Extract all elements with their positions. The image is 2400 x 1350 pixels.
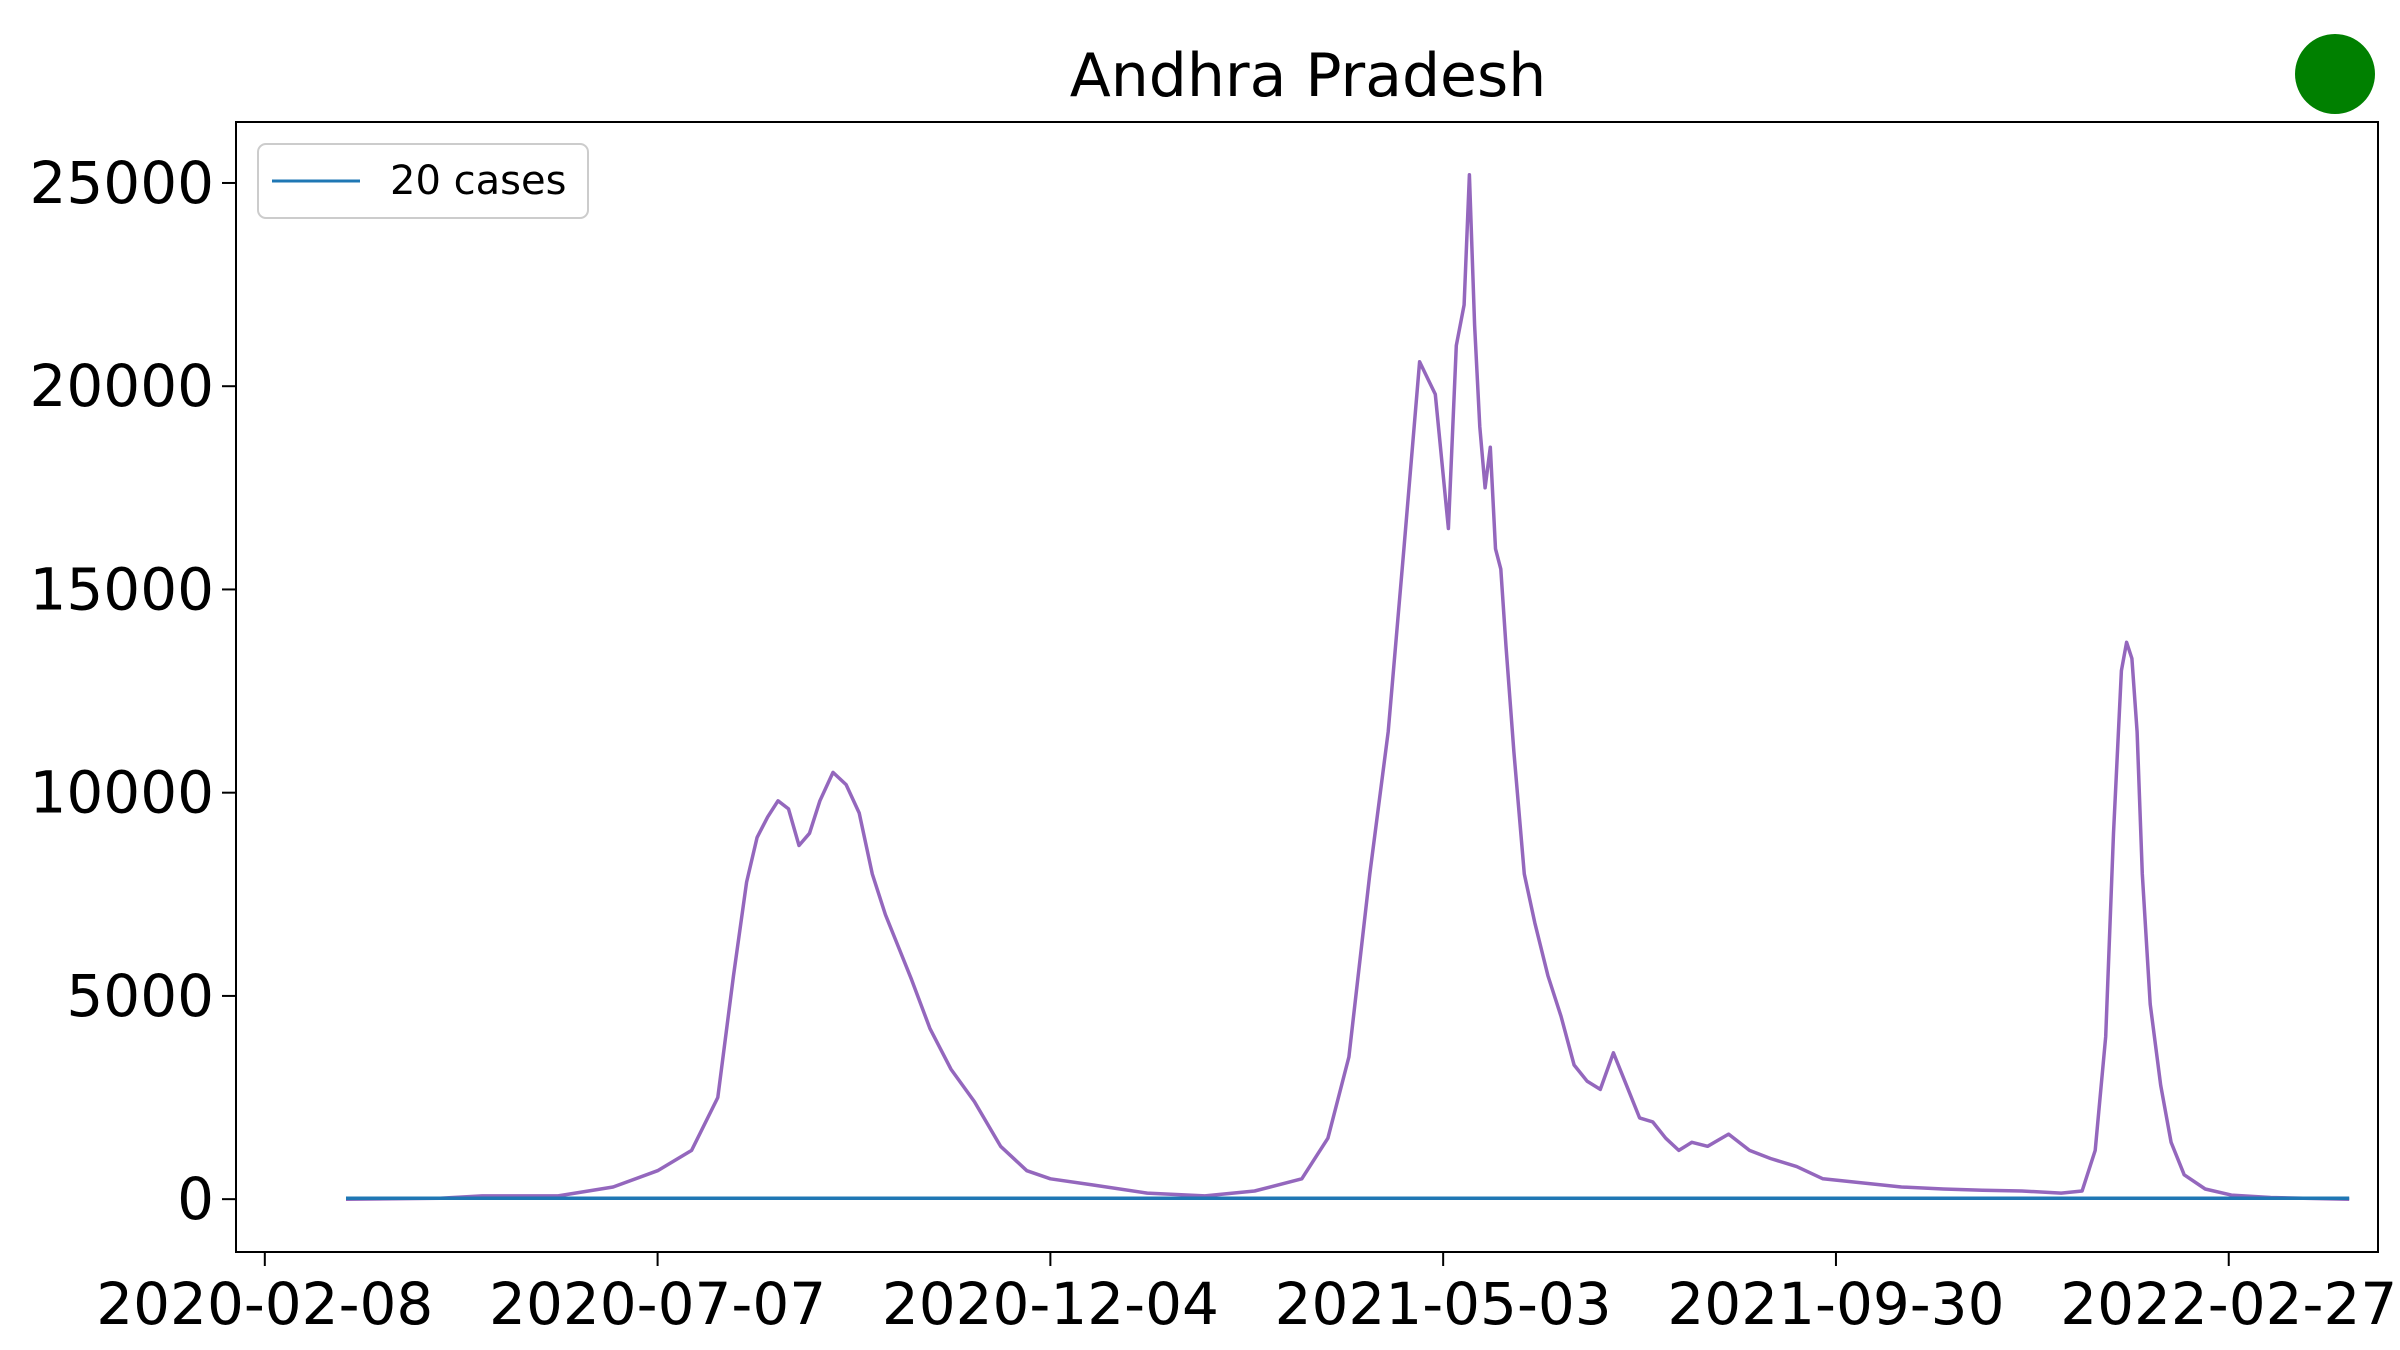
legend-label: 20 cases — [390, 158, 566, 204]
plot-area — [235, 121, 2379, 1253]
x-tick-label: 2020-07-07 — [489, 1270, 826, 1338]
x-tick-label: 2020-02-08 — [96, 1270, 433, 1338]
status-indicator — [2295, 34, 2375, 114]
x-tick-label: 2021-05-03 — [1275, 1270, 1612, 1338]
x-tick-label: 2020-12-04 — [882, 1270, 1219, 1338]
y-tick-label: 10000 — [29, 759, 214, 827]
x-axis: 2020-02-08 2020-07-07 2020-12-04 2021-05-03… — [96, 1252, 2397, 1338]
legend: 20 cases — [257, 143, 589, 219]
x-tick-label: 2022-02-27 — [2060, 1270, 2397, 1338]
legend-box — [257, 143, 589, 219]
chart-title: Andhra Pradesh — [1070, 41, 1547, 111]
series-layer — [345, 173, 2350, 1201]
y-tick-label: 20000 — [29, 352, 214, 420]
y-tick-label: 5000 — [66, 962, 214, 1030]
series-line-1 — [345, 173, 2350, 1201]
y-tick-label: 0 — [177, 1165, 214, 1233]
y-tick-label: 15000 — [29, 555, 214, 623]
x-tick-label: 2021-09-30 — [1667, 1270, 2004, 1338]
y-tick-label: 25000 — [29, 149, 214, 217]
y-axis: 0 5000 10000 15000 20000 25000 — [29, 149, 236, 1233]
